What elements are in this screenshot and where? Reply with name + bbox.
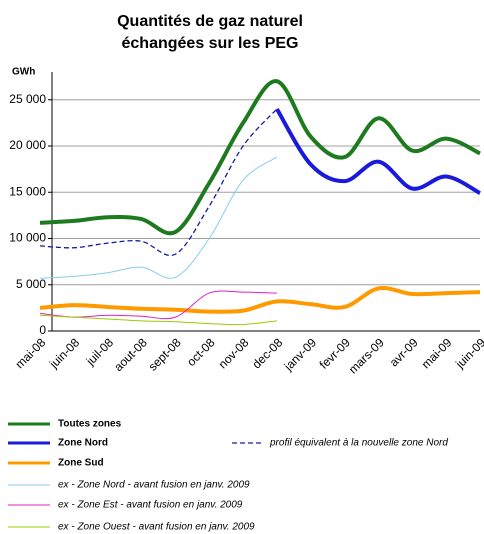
legend-label: profil équivalent à la nouvelle zone Nor… (269, 438, 448, 449)
series-line (39, 286, 481, 314)
y-tick-label: 5 000 (16, 277, 46, 291)
series-line (39, 156, 278, 279)
x-tick-label: mai-09 (419, 335, 455, 371)
series-line (275, 107, 481, 195)
legend-label: Zone Sud (58, 458, 104, 469)
y-axis-label: GWh (12, 67, 35, 78)
legend-label: Toutes zones (58, 419, 122, 430)
legend-label: Zone Nord (58, 438, 108, 449)
x-tick-label: sept-08 (146, 335, 184, 373)
x-tick-label: mars-09 (346, 335, 387, 376)
x-tick-label: avr-09 (387, 335, 421, 369)
x-tick-label: mai-08 (13, 335, 49, 371)
y-tick-label: 0 (39, 323, 46, 337)
chart-title: échangées sur les PEG (122, 35, 299, 52)
x-tick-label: oct-08 (184, 335, 218, 369)
legend-label: ex - Zone Nord - avant fusion en janv. 2… (58, 480, 250, 491)
x-tick-label: nov-08 (216, 335, 252, 371)
x-tick-label: aout-08 (111, 335, 150, 374)
x-tick-label: juin-09 (452, 335, 484, 371)
series-line (39, 108, 278, 257)
legend-label: ex - Zone Est - avant fusion en janv. 20… (58, 500, 243, 511)
x-tick-label: janv-09 (281, 335, 320, 374)
series-line (39, 314, 277, 326)
y-tick-label: 25 000 (9, 92, 46, 106)
y-tick-label: 15 000 (9, 184, 46, 198)
y-tick-label: 10 000 (9, 231, 46, 245)
x-tick-label: juin-08 (46, 335, 82, 371)
y-tick-label: 20 000 (9, 138, 46, 152)
x-tick-label: dec-08 (249, 335, 285, 371)
chart-title: Quantités de gaz naturel (117, 13, 303, 30)
series-line (39, 79, 481, 236)
legend-label: ex - Zone Ouest - avant fusion en janv. … (58, 522, 255, 533)
